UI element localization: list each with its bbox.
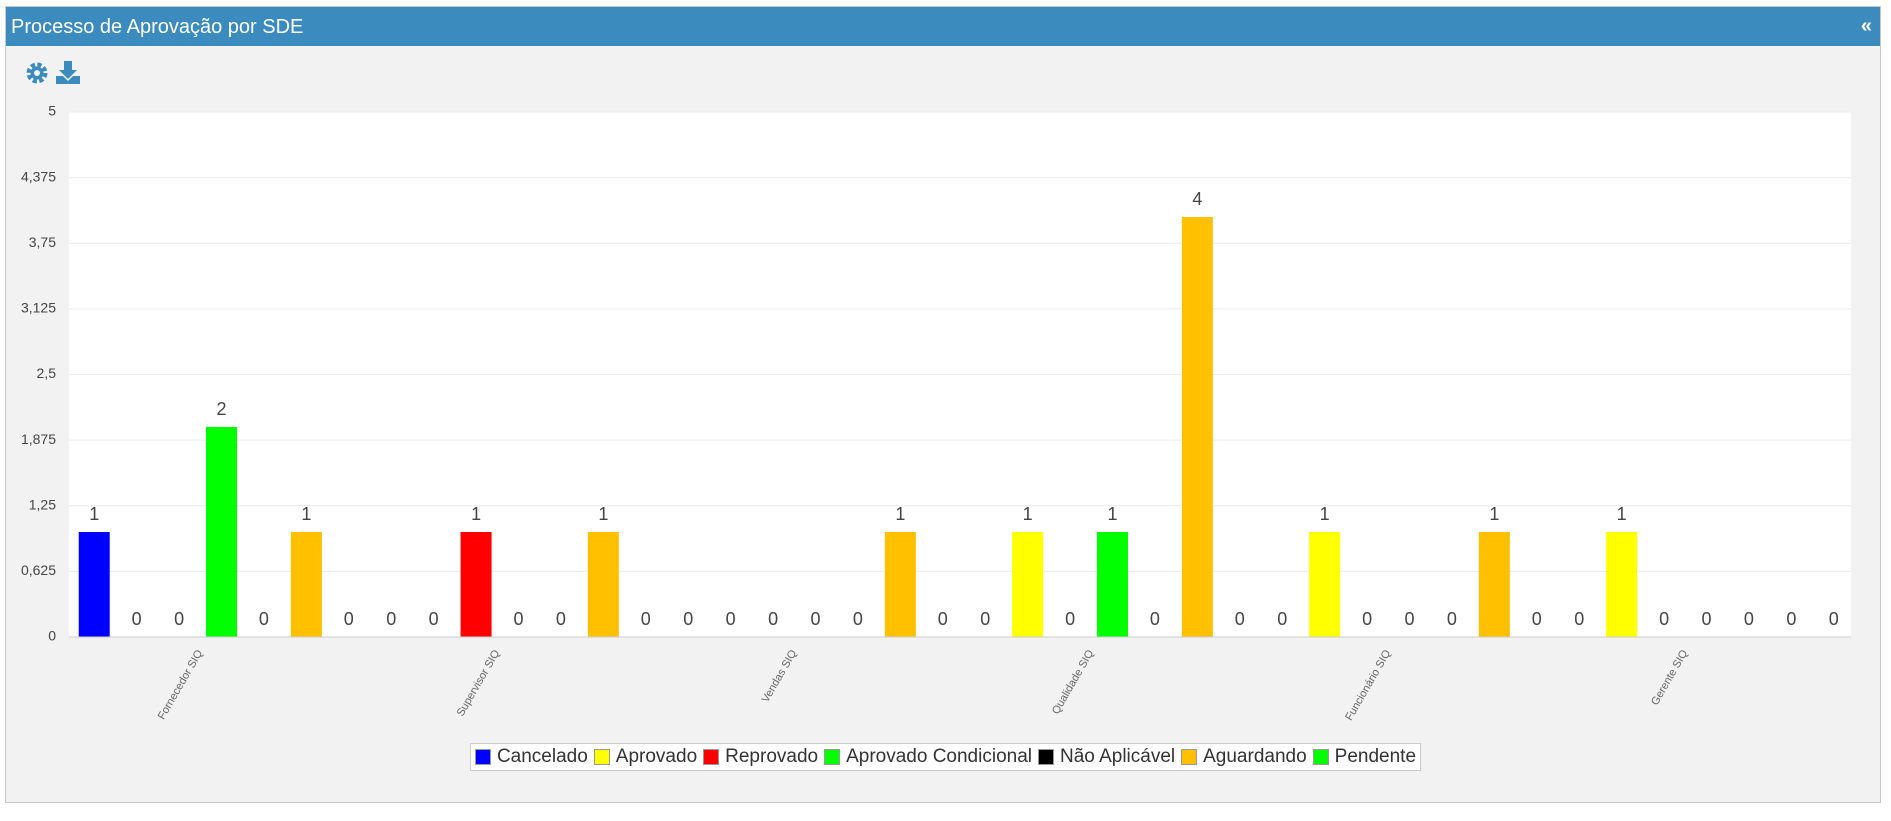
x-tick-label: Vendas SIQ: [760, 648, 800, 705]
data-label: 0: [386, 609, 396, 629]
data-label: 0: [1786, 609, 1796, 629]
download-icon[interactable]: [56, 61, 80, 84]
legend-swatch: [1312, 749, 1329, 765]
data-label: 0: [1362, 609, 1372, 629]
legend-box: Cancelado Aprovado Reprovado Aprovado Condi…: [469, 743, 1422, 771]
data-label: 0: [1277, 609, 1287, 629]
legend-item[interactable]: Cancelado: [474, 746, 588, 768]
bar: [1478, 532, 1510, 637]
y-tick-label: 3,125: [21, 300, 56, 316]
data-label: 0: [1235, 609, 1245, 629]
y-tick-label: 4,375: [21, 168, 56, 184]
data-label: 0: [556, 609, 566, 629]
data-label: 2: [216, 399, 226, 419]
data-label: 4: [1192, 189, 1202, 209]
data-label: 1: [471, 504, 481, 524]
data-label: 1: [895, 504, 905, 524]
legend-label: Aprovado Condicional: [846, 746, 1032, 767]
data-label: 0: [259, 609, 269, 629]
x-tick-label: Supervisor SIQ: [455, 648, 503, 719]
bar: [1097, 532, 1128, 637]
data-label: 0: [853, 609, 863, 629]
x-tick-label: Gerente SIQ: [1649, 648, 1690, 708]
data-label: 0: [938, 609, 948, 629]
x-tick-label: Fornecedor SIQ: [156, 648, 206, 722]
bar: [290, 532, 322, 637]
y-tick-label: 3,75: [29, 234, 56, 250]
data-label: 0: [1659, 609, 1669, 629]
settings-icon[interactable]: [26, 62, 48, 84]
data-label: 0: [1447, 609, 1457, 629]
data-label: 1: [89, 504, 99, 524]
legend-item[interactable]: Não Aplicável: [1038, 746, 1175, 768]
y-tick-label: 1,25: [29, 496, 56, 512]
data-label: 1: [1617, 504, 1627, 524]
bar: [1181, 217, 1213, 637]
panel-title: Processo de Aprovação por SDE: [11, 16, 304, 38]
data-label: 0: [1404, 609, 1414, 629]
data-label: 0: [641, 609, 651, 629]
data-label: 0: [429, 609, 439, 629]
y-tick-label: 0: [48, 628, 56, 644]
data-label: 0: [1829, 609, 1839, 629]
data-label: 0: [1532, 609, 1542, 629]
y-tick-label: 0,625: [21, 562, 56, 578]
legend-swatch: [593, 749, 610, 765]
data-label: 0: [1701, 609, 1711, 629]
legend: Cancelado Aprovado Reprovado Aprovado Condi…: [0, 743, 1891, 771]
panel-header: Processo de Aprovação por SDE «: [6, 7, 1880, 46]
legend-swatch: [474, 749, 491, 765]
data-label: 0: [1744, 609, 1754, 629]
legend-item[interactable]: Reprovado: [703, 746, 818, 768]
data-label: 0: [344, 609, 354, 629]
data-label: 1: [301, 504, 311, 524]
legend-item[interactable]: Aguardando: [1181, 746, 1307, 768]
bar: [1309, 532, 1341, 637]
legend-item[interactable]: Aprovado Condicional: [824, 746, 1032, 768]
legend-item[interactable]: Pendente: [1312, 746, 1417, 768]
bar: [78, 532, 110, 637]
legend-item[interactable]: Aprovado: [593, 746, 698, 768]
data-label: 1: [1107, 504, 1117, 524]
x-tick-label: Qualidade SIQ: [1050, 648, 1097, 717]
data-label: 0: [174, 609, 184, 629]
data-label: 0: [1574, 609, 1584, 629]
data-label: 1: [598, 504, 608, 524]
legend-label: Aguardando: [1203, 746, 1307, 767]
y-tick-label: 5: [48, 103, 56, 119]
data-label: 1: [1489, 504, 1499, 524]
data-label: 0: [683, 609, 693, 629]
data-label: 1: [1320, 504, 1330, 524]
data-label: 0: [1150, 609, 1160, 629]
legend-swatch: [1038, 749, 1054, 765]
legend-swatch: [1181, 749, 1198, 765]
data-label: 0: [980, 609, 990, 629]
data-label: 0: [768, 609, 778, 629]
legend-swatch: [703, 749, 720, 765]
legend-label: Cancelado: [496, 746, 588, 767]
bar: [1012, 532, 1044, 637]
y-tick-label: 2,5: [37, 365, 57, 381]
legend-label: Pendente: [1334, 746, 1417, 767]
data-label: 0: [1065, 609, 1075, 629]
bar: [884, 532, 916, 637]
bar: [1606, 532, 1638, 637]
bar: [460, 532, 492, 637]
data-label: 0: [810, 609, 820, 629]
legend-label: Aprovado: [615, 746, 698, 767]
legend-swatch: [824, 749, 841, 765]
legend-label: Não Aplicável: [1060, 746, 1176, 767]
y-tick-label: 1,875: [21, 431, 56, 447]
data-label: 0: [513, 609, 523, 629]
collapse-button[interactable]: «: [1860, 15, 1872, 37]
bar: [587, 532, 619, 637]
data-label: 1: [1023, 504, 1033, 524]
bar: [206, 427, 237, 637]
data-label: 0: [132, 609, 142, 629]
x-tick-label: Funcionário SIQ: [1343, 648, 1393, 723]
data-label: 0: [726, 609, 736, 629]
legend-label: Reprovado: [725, 746, 819, 767]
